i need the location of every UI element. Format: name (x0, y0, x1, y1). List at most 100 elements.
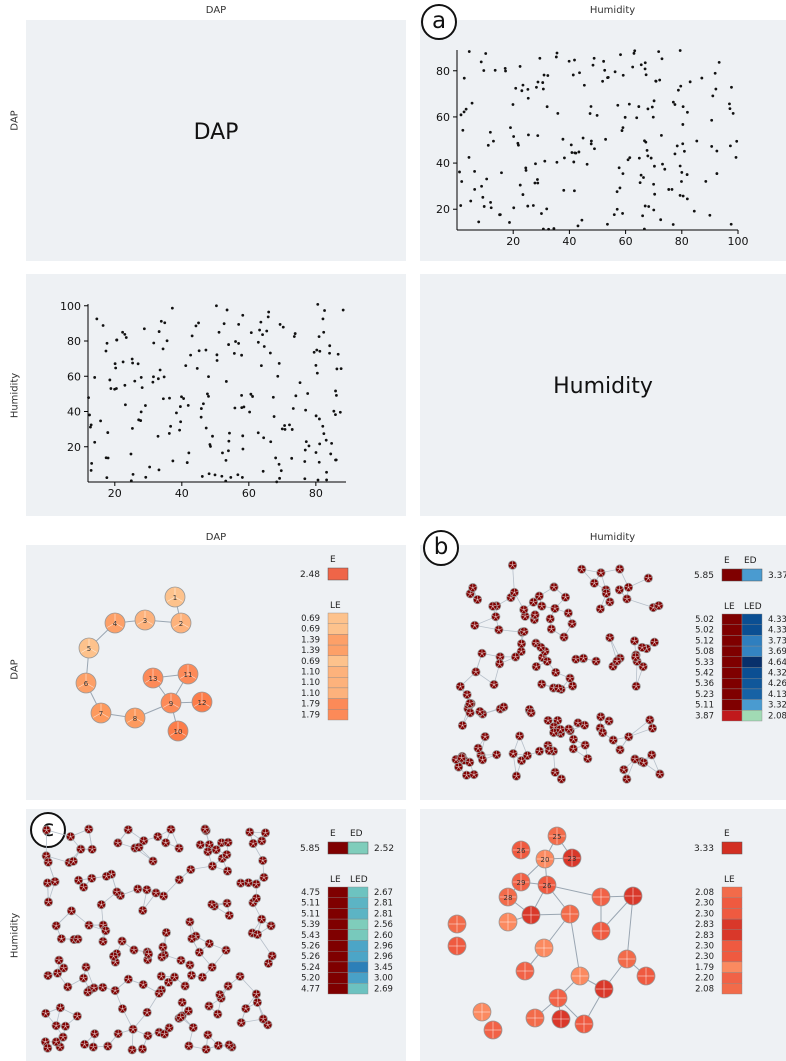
scatter-point (580, 218, 584, 222)
scatter-point (225, 308, 229, 312)
scatter-point (317, 460, 321, 464)
panel-graph-bottom-right (420, 809, 786, 1061)
scatter-point (318, 349, 322, 353)
scatter-point (195, 366, 199, 370)
scatter-point (262, 345, 266, 348)
scatter-point (180, 395, 183, 399)
scatter-point (700, 76, 704, 80)
scatter-point (518, 65, 522, 68)
row-title-humidity-bottom: Humidity (9, 912, 21, 959)
scatter-point (642, 176, 645, 179)
scatter-point (482, 205, 486, 208)
scatter-point (710, 118, 714, 122)
scatter-point (139, 376, 143, 379)
scatter-point (105, 341, 109, 345)
panel-scatter-bottom-left: 20 40 60 80 20 40 60 80 100 (26, 274, 406, 516)
scatter-point (735, 139, 739, 143)
scatter-point (290, 428, 294, 431)
scatter-point (87, 396, 90, 399)
scatter-point (577, 150, 581, 154)
scatter-point (659, 218, 663, 222)
scatter-point (167, 432, 171, 435)
scatter-point (569, 143, 573, 147)
scatter-point (601, 79, 604, 83)
scatter-point (187, 451, 191, 455)
scatter-point (645, 148, 649, 152)
scatter-point (620, 129, 624, 132)
scatter-point (144, 475, 148, 479)
scatter-point (524, 168, 528, 172)
scatter-point (680, 171, 684, 174)
scatter-point (673, 152, 677, 156)
scatter-point (121, 360, 125, 364)
scatter-point (729, 144, 732, 148)
scatter-point (206, 392, 209, 396)
scatter-point (259, 364, 263, 367)
scatter-point (658, 78, 662, 82)
scatter-point (498, 213, 502, 217)
scatter-point (545, 207, 549, 211)
scatter-point (129, 452, 133, 456)
scatter-point (653, 192, 657, 196)
scatter-point (249, 392, 253, 396)
scatter-point (685, 197, 689, 201)
scatter-point (459, 204, 463, 207)
scatter-point (671, 223, 675, 226)
scatter-point (514, 86, 518, 90)
scatter-point (336, 352, 340, 356)
scatter-point (334, 458, 337, 462)
scatter-point (667, 188, 671, 191)
scatter-point (484, 52, 488, 55)
y-tick-label: 20 (67, 441, 81, 454)
scatter-point (162, 375, 166, 379)
scatter-point (638, 181, 642, 185)
scatter-point (161, 347, 165, 351)
scatter-point (229, 475, 233, 479)
scatter-point (613, 70, 617, 74)
scatter-point (106, 431, 110, 434)
panel-dap-dap: DAP (26, 20, 406, 261)
scatter-point (715, 172, 719, 175)
row-title-dap-bottom: DAP (9, 659, 21, 680)
scatter-point (251, 395, 254, 398)
panel-badge-b: b (423, 530, 459, 566)
scatter-point (641, 214, 645, 218)
scatter-point (541, 81, 545, 84)
scatter-point (275, 480, 279, 484)
scatter-point (334, 389, 337, 393)
scatter-point (288, 423, 291, 427)
scatter-point (339, 367, 343, 371)
scatter-point (536, 178, 539, 181)
scatter-point (714, 87, 718, 91)
scatter-point (106, 456, 110, 460)
row-title-humidity-top: Humidity (9, 372, 21, 419)
scatter-point (291, 407, 295, 410)
scatter-point (460, 180, 464, 183)
scatter-point (571, 73, 575, 77)
scatter-point (538, 56, 542, 60)
scatter-point (182, 397, 185, 400)
scatter-point (151, 380, 155, 384)
scatter-point (503, 66, 507, 70)
scatter-point (615, 207, 619, 211)
scatter-point (215, 359, 219, 362)
scatter-point (521, 193, 525, 196)
scatter-point (531, 204, 535, 207)
scatter-point (207, 394, 210, 398)
x-tick-label: 100 (728, 235, 749, 248)
scatter-point (554, 55, 558, 59)
scatter-point (224, 380, 228, 383)
scatter-point (184, 364, 188, 368)
diagonal-label-dap: DAP (193, 120, 239, 145)
scatter-point (715, 149, 719, 153)
scatter-point (124, 336, 128, 339)
scatter-point (325, 470, 328, 474)
scatter-point (168, 396, 171, 400)
scatter-plot-bottom: 20 40 60 80 20 40 60 80 100 (60, 300, 346, 500)
scatter-point (728, 107, 732, 111)
scatter-point (470, 101, 474, 105)
scatter-point (555, 160, 559, 164)
scatter-point (298, 381, 302, 385)
scatter-point (324, 438, 328, 442)
scatter-point (277, 361, 281, 365)
